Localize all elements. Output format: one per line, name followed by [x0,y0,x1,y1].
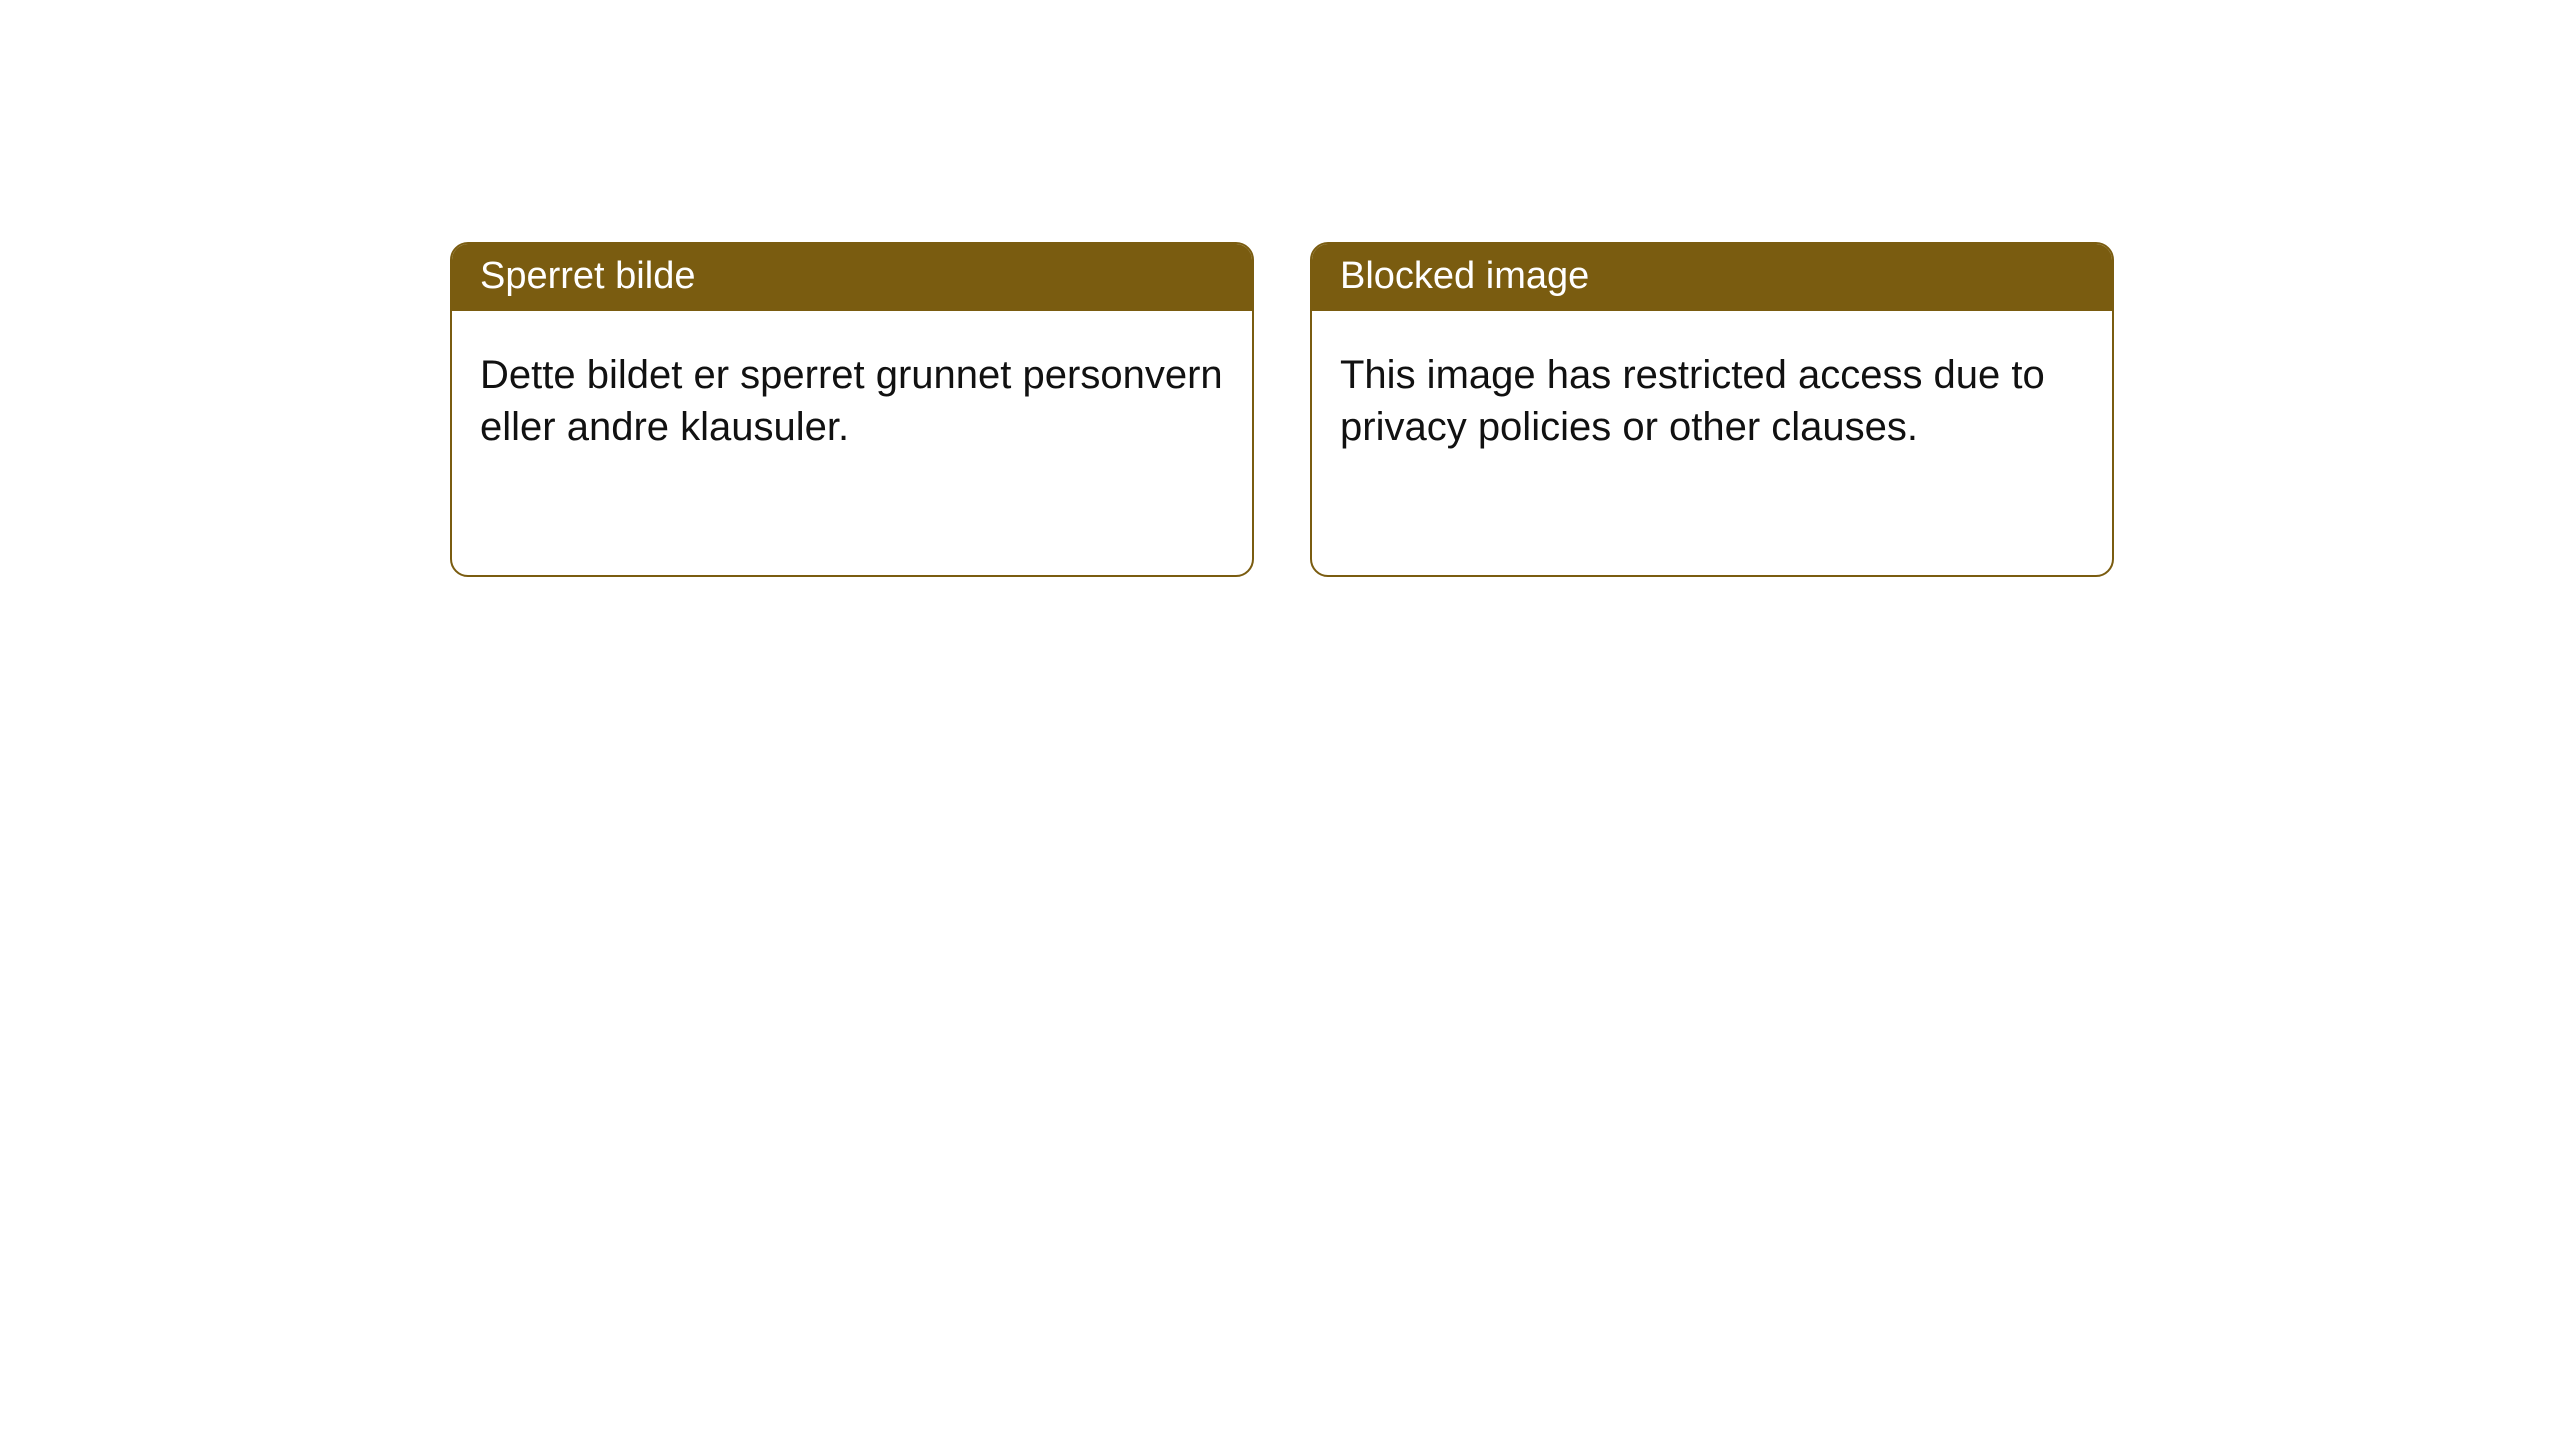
notice-title: Blocked image [1312,244,2112,311]
notice-container: Sperret bilde Dette bildet er sperret gr… [0,0,2560,577]
notice-body: Dette bildet er sperret grunnet personve… [452,311,1252,481]
notice-card-english: Blocked image This image has restricted … [1310,242,2114,577]
notice-body: This image has restricted access due to … [1312,311,2112,481]
notice-card-norwegian: Sperret bilde Dette bildet er sperret gr… [450,242,1254,577]
notice-title: Sperret bilde [452,244,1252,311]
